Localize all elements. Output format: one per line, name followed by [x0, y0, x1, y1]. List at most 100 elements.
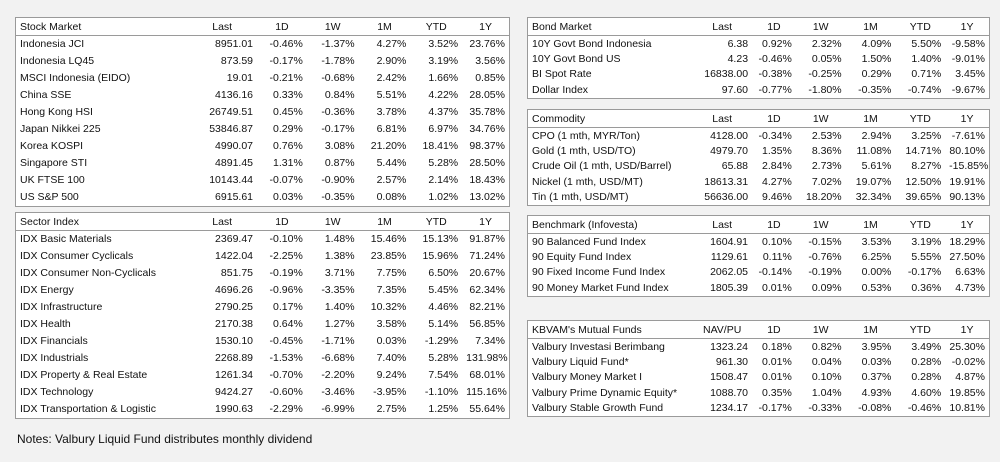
- cell-value: 18.41%: [422, 140, 459, 152]
- cell-value: 4.87%: [955, 371, 985, 384]
- row-label: Indonesia LQ45: [20, 55, 95, 67]
- cell-value: 0.09%: [811, 281, 842, 294]
- cell-value: 3.19%: [911, 235, 942, 248]
- cell-value: 90.13%: [949, 191, 985, 204]
- row-label: IDX Consumer Cyclicals: [20, 250, 134, 262]
- row-label: Valbury Prime Dynamic Equity*: [532, 386, 678, 399]
- cell-value: 35.78%: [469, 106, 505, 118]
- cell-value: 3.53%: [861, 235, 892, 248]
- cell-value: -1.71%: [321, 335, 355, 347]
- row-label: Valbury Money Market I: [532, 371, 643, 384]
- column-header: 1D: [752, 18, 796, 36]
- cell-value: 4.37%: [428, 106, 459, 118]
- table-row: Korea KOSPI 4990.07 0.76% 3.08% 21.20% 18.41%…: [16, 138, 509, 155]
- row-label: IDX Industrials: [20, 352, 89, 364]
- cell-value: 6.50%: [428, 267, 459, 279]
- column-header: 1Y: [462, 18, 509, 36]
- cell-value: 2062.05: [710, 266, 749, 279]
- column-header: 1Y: [462, 213, 509, 231]
- cell-value: 0.03%: [376, 335, 407, 347]
- header-row: Commodity Last 1D 1W 1M YTD 1Y: [528, 110, 989, 128]
- cell-value: 0.03%: [861, 355, 892, 368]
- table-body: Indonesia JCI 8951.01 -0.46% -1.37% 4.27% 3.5…: [16, 36, 509, 206]
- cell-value: 12.50%: [905, 175, 942, 188]
- table-row: Indonesia JCI 8951.01 -0.46% -1.37% 4.27% 3.5…: [16, 36, 509, 53]
- cell-value: 1.31%: [273, 157, 303, 169]
- column-header: 1D: [752, 321, 796, 339]
- cell-value: 5.51%: [376, 89, 407, 101]
- table-row: IDX Industrials 2268.89 -1.53% -6.68% 7.40% 5…: [16, 350, 509, 367]
- cell-value: 15.13%: [422, 233, 459, 246]
- cell-value: 4.27%: [762, 175, 792, 188]
- cell-value: 9.46%: [762, 191, 792, 204]
- cell-value: 39.65%: [905, 191, 942, 204]
- column-header: 1Y: [945, 321, 989, 339]
- table-row: IDX Technology 9424.27 -0.60% -3.46% -3.95% -…: [16, 384, 509, 401]
- cell-value: -0.33%: [808, 402, 842, 415]
- column-header: 1W: [795, 216, 846, 234]
- cell-value: 1805.39: [710, 281, 749, 294]
- table-body: 10Y Govt Bond Indonesia 6.38 0.92% 2.32% 4.0…: [528, 36, 989, 98]
- row-label: IDX Technology: [20, 386, 94, 398]
- column-header: 1Y: [945, 110, 989, 128]
- cell-value: -6.68%: [321, 352, 355, 364]
- cell-value: 4128.00: [710, 129, 749, 142]
- cell-value: -0.70%: [269, 369, 303, 381]
- data-table: Bond Market Last 1D 1W 1M YTD 1Y 10Y Govt Bond …: [528, 18, 989, 98]
- cell-value: -2.29%: [269, 403, 303, 415]
- cell-value: 0.00%: [861, 266, 892, 279]
- cell-value: 1.66%: [428, 72, 459, 84]
- cell-value: -0.77%: [758, 83, 792, 96]
- cell-value: 1.04%: [811, 386, 842, 399]
- cell-value: 7.34%: [475, 335, 505, 347]
- table-title: Bond Market: [528, 18, 693, 36]
- cell-value: 71.24%: [469, 250, 505, 262]
- cell-value: 19.85%: [949, 386, 985, 399]
- cell-value: 1.27%: [324, 318, 355, 330]
- column-header: 1W: [306, 18, 359, 36]
- cell-value: 0.85%: [475, 72, 505, 84]
- cell-value: -1.78%: [321, 55, 355, 67]
- table-row: Tin (1 mth, USD/MT) 56636.00 9.46% 18.20% 32…: [528, 190, 989, 206]
- table-row: Japan Nikkei 225 53846.87 0.29% -0.17% 6.81%…: [16, 121, 509, 138]
- cell-value: 91.87%: [469, 233, 505, 246]
- row-label: 90 Balanced Fund Index: [532, 235, 646, 248]
- cell-value: 3.52%: [428, 38, 459, 51]
- cell-value: 4.23: [727, 52, 749, 65]
- cell-value: 1.02%: [428, 191, 459, 203]
- cell-value: -0.46%: [758, 52, 792, 65]
- cell-value: 2.42%: [376, 72, 407, 84]
- cell-value: 3.56%: [475, 55, 505, 67]
- cell-value: 32.34%: [855, 191, 892, 204]
- cell-value: 20.67%: [469, 267, 505, 279]
- row-label: Gold (1 mth, USD/TO): [532, 144, 636, 157]
- column-header: 1M: [845, 216, 896, 234]
- table-row: 10Y Govt Bond US 4.23 -0.46% 0.05% 1.50% 1.40…: [528, 51, 989, 67]
- cell-value: 0.04%: [811, 355, 842, 368]
- column-header: NAV/PU: [692, 321, 753, 339]
- cell-value: 2790.25: [215, 301, 254, 313]
- cell-value: 4136.16: [215, 89, 254, 101]
- cell-value: 2.94%: [861, 129, 892, 142]
- table-row: Valbury Investasi Berimbang 1323.24 0.18% 0…: [528, 339, 989, 355]
- row-label: 90 Money Market Fund Index: [532, 281, 669, 294]
- table-panel: Sector Index Last 1D 1W 1M YTD 1Y IDX Basic Mat…: [15, 212, 510, 419]
- data-table: Benchmark (Infovesta) Last 1D 1W 1M YTD 1Y 90 B…: [528, 216, 989, 296]
- cell-value: 8.27%: [911, 160, 942, 173]
- cell-value: 0.10%: [811, 371, 842, 384]
- cell-value: 1508.47: [710, 371, 749, 384]
- row-label: Dollar Index: [532, 83, 589, 96]
- row-label: Singapore STI: [20, 157, 88, 169]
- table-row: 10Y Govt Bond Indonesia 6.38 0.92% 2.32% 4.0…: [528, 36, 989, 52]
- cell-value: -3.46%: [321, 386, 355, 398]
- table-row: Nickel (1 mth, USD/MT) 18613.31 4.27% 7.02%…: [528, 174, 989, 190]
- cell-value: 53846.87: [209, 123, 254, 135]
- cell-value: 21.20%: [370, 140, 407, 152]
- table-row: Indonesia LQ45 873.59 -0.17% -1.78% 2.90% 3.1…: [16, 53, 509, 70]
- cell-value: 6.63%: [955, 266, 985, 279]
- cell-value: 6.97%: [428, 123, 459, 135]
- cell-value: 0.76%: [273, 140, 303, 152]
- table-title: KBVAM's Mutual Funds: [528, 321, 693, 339]
- column-header: Last: [187, 18, 258, 36]
